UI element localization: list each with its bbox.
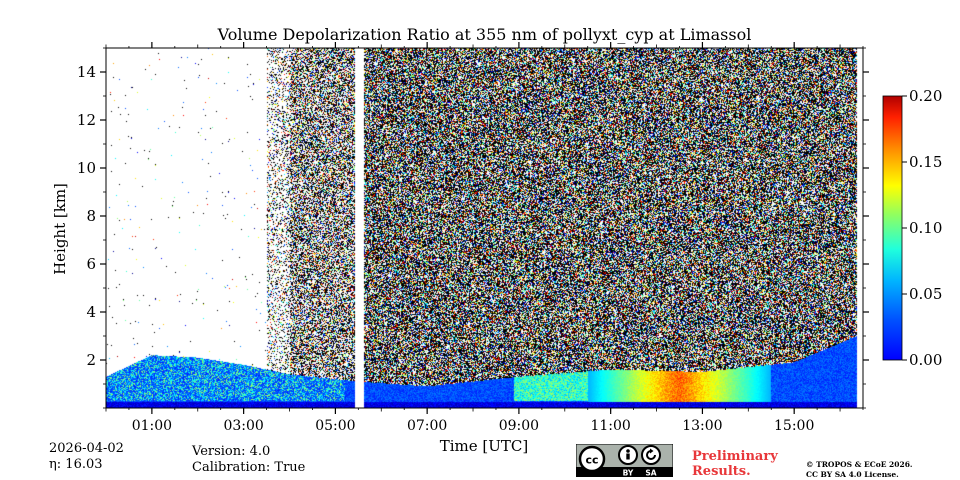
x-tick-label: 03:00 [223,418,263,434]
cc-by-sa-badge: cc BY SA [576,444,673,477]
colorbar-tick-label: 0.15 [909,153,942,171]
plot-frame [105,47,864,409]
version-block: Version: 4.0 Calibration: True [192,444,305,476]
version-text: Version: 4.0 [192,444,271,459]
by-text: BY [623,469,634,478]
copyright-note: © TROPOS & ECoE 2026. CC BY SA 4.0 Licen… [806,460,913,480]
x-tick-label: 05:00 [315,418,355,434]
colorbar-tick-label: 0.05 [909,285,942,303]
y-tick-label: 6 [86,255,96,273]
svg-text:cc: cc [585,454,598,467]
y-tick-label: 8 [86,207,96,225]
x-axis-label: Time [UTC] [439,437,529,455]
y-axis-label: Height [km] [51,183,69,275]
eta-text: η: 16.03 [49,457,103,472]
colorbar [882,95,903,361]
heatmap-layer [106,48,863,408]
x-tick-label: 15:00 [774,418,814,434]
y-tick-label: 14 [77,63,96,81]
sa-share-icon [641,445,661,465]
x-tick-label: 01:00 [132,418,172,434]
y-tick-label: 2 [86,351,96,369]
colorbar-tick-label: 0.00 [909,351,942,369]
y-tick-label: 10 [77,159,96,177]
colorbar-tick-label: 0.20 [909,87,942,105]
colorbar-axis: 0.00 0.05 0.10 0.15 0.20 [902,87,942,369]
copyright-line: © TROPOS & ECoE 2026. [806,460,913,469]
y-tick-label: 12 [77,111,96,129]
date-text: 2026-04-02 [49,441,124,456]
x-tick-label: 11:00 [590,418,630,434]
sa-text: SA [645,469,656,478]
cc-icon [578,445,606,473]
depolarization-heatmap-image [106,48,863,408]
y-tick-label: 4 [86,303,96,321]
x-tick-label: 07:00 [407,418,447,434]
x-tick-label: 13:00 [682,418,722,434]
y-axis: 2 4 6 8 10 12 14 [77,47,869,409]
preliminary-line: Preliminary [692,449,778,464]
date-eta-block: 2026-04-02 η: 16.03 [49,441,124,473]
chart-title: Volume Depolarization Ratio at 355 nm of… [217,25,752,44]
preliminary-results-note: Preliminary Results. [692,449,778,479]
colorbar-tick-label: 0.10 [909,219,942,237]
license-line: CC BY SA 4.0 License. [806,470,899,479]
results-line: Results. [692,464,751,479]
calibration-text: Calibration: True [192,460,306,475]
x-tick-label: 09:00 [499,418,539,434]
x-axis: 01:00 03:00 05:00 07:00 09:00 11:00 13:00 15:00 [105,42,864,434]
